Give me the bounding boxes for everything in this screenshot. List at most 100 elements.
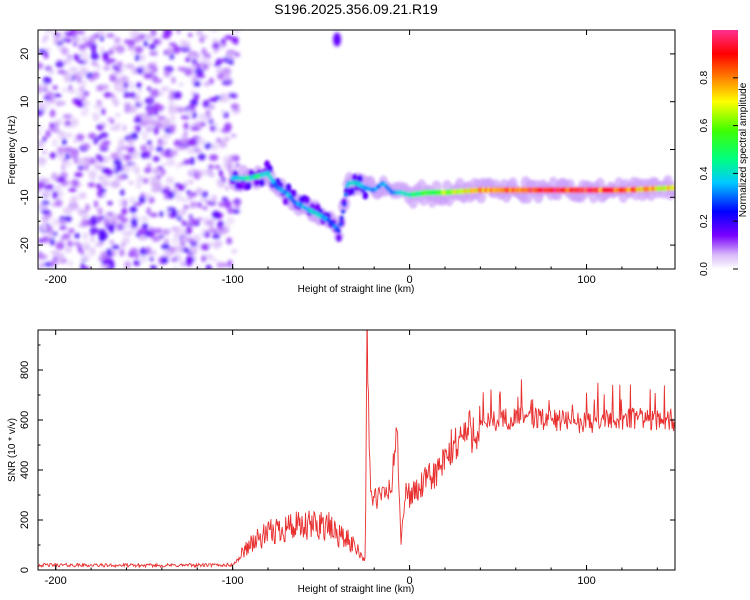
noise-speck [175,106,186,113]
snr-frame [37,329,676,571]
noise-speck [99,142,109,149]
noise-speck [209,225,215,233]
noise-speck [106,248,112,257]
noise-speck [227,259,233,268]
noise-speck [149,51,158,56]
noise-speck [56,146,66,155]
noise-speck [224,75,232,82]
noise-speck [113,85,119,91]
noise-speck [218,201,225,207]
noise-speck [168,105,176,112]
noise-speck [193,172,201,180]
noise-speck [150,88,160,98]
noise-speck [161,87,166,91]
x-tick-label: 0 [407,274,413,286]
x-tick-label: 0 [407,575,413,587]
x-tick-label: -200 [45,575,67,587]
noise-speck [163,250,173,259]
noise-speck [162,229,171,234]
noise-speck [104,264,110,269]
noise-speck [110,180,121,189]
noise-speck [209,30,219,33]
noise-speck [183,130,188,137]
noise-speck [187,194,193,200]
noise-speck [128,181,134,185]
noise-speck [161,133,172,140]
noise-speck [54,199,63,207]
noise-speck [221,81,232,85]
noise-speck [143,167,152,174]
noise-speck [136,175,144,182]
noise-speck [123,102,132,107]
noise-speck [97,207,103,216]
noise-speck [141,113,147,122]
noise-speck [179,145,188,151]
noise-speck [105,224,116,230]
noise-speck [134,46,144,54]
noise-speck [52,85,58,90]
noise-speck [46,225,54,235]
noise-speck [171,76,176,84]
noise-speck [142,133,148,141]
noise-speck [53,256,58,261]
noise-speck [87,182,96,188]
noise-speck [210,143,219,151]
noise-speck [51,138,59,147]
noise-speck [149,176,158,181]
noise-speck [51,218,60,226]
noise-speck [98,232,109,240]
noise-speck [84,41,94,47]
noise-speck [68,85,73,91]
noise-speck [158,234,165,239]
noise-speck [57,130,66,139]
track-core [342,202,347,207]
noise-speck [166,47,173,56]
noise-speck [94,200,98,208]
noise-speck [49,152,57,159]
noise-speck [149,249,157,257]
noise-speck [161,120,171,128]
noise-speck [43,262,51,267]
noise-speck [226,237,233,245]
noise-speck [44,184,54,191]
noise-speck [81,49,86,54]
noise-speck [50,237,55,246]
noise-speck [87,170,98,178]
noise-speck [95,242,104,247]
noise-speck [145,126,154,132]
noise-speck [169,126,176,134]
track-blue-blob [245,181,252,190]
noise-speck [91,112,101,119]
noise-speck [223,200,232,209]
noise-speck [146,140,152,145]
noise-speck [147,62,156,71]
noise-speck [63,132,74,138]
noise-speck [234,202,240,209]
snr-panel: -200 -100 0 100 0 200 400 600 800 Height of stra… [7,329,676,595]
noise-speck [208,154,219,162]
noise-speck [172,265,178,269]
noise-speck [183,159,191,165]
noise-speck [192,92,200,101]
noise-speck [56,118,64,124]
noise-speck [200,243,210,251]
noise-speck [204,142,213,150]
noise-speck [195,73,205,79]
noise-speck [144,34,154,41]
noise-speck [144,98,149,104]
noise-speck [61,47,69,56]
noise-speck [78,192,87,200]
noise-speck [107,201,113,206]
noise-speck [113,98,120,106]
noise-speck [116,61,123,68]
noise-speck [43,214,52,219]
noise-speck [169,149,178,157]
noise-speck [96,99,101,105]
noise-speck [222,262,228,268]
noise-speck [69,196,79,203]
noise-speck [42,149,47,155]
noise-speck [56,256,64,264]
noise-speck [103,91,112,98]
noise-speck [161,257,169,264]
